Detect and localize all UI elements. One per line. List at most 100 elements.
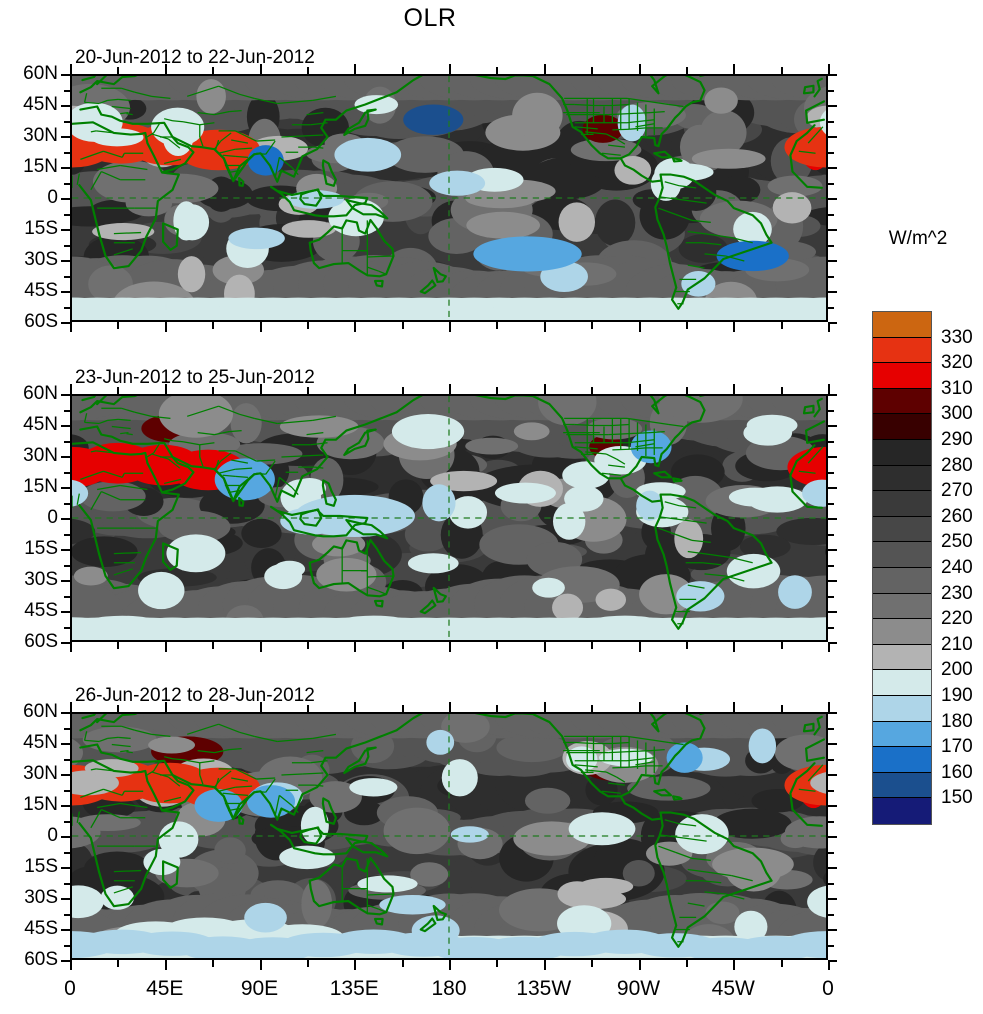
x-tick-0 xyxy=(828,322,830,332)
y-tick-minor xyxy=(64,471,70,474)
y-tick-label-30N: 30N xyxy=(23,125,58,146)
colorbar-band xyxy=(873,414,931,440)
x-tick-135W xyxy=(543,960,546,970)
x-tick-minor xyxy=(780,387,783,394)
x-tick-45W xyxy=(733,642,736,652)
x-tick-90E xyxy=(259,384,262,394)
colorbar-band xyxy=(873,312,931,338)
y-tick-45N xyxy=(828,105,837,107)
x-tick-90E xyxy=(259,322,262,332)
x-tick-135W xyxy=(543,64,546,74)
colorbar-band xyxy=(873,619,931,645)
y-tick-minor xyxy=(64,727,70,730)
y-tick-minor xyxy=(64,789,70,792)
map-canvas-2[interactable] xyxy=(70,394,828,642)
y-tick-minor xyxy=(828,440,834,443)
panel-title-3: 26-Jun-2012 to 28-Jun-2012 xyxy=(75,685,315,706)
y-tick-15S xyxy=(61,867,70,869)
y-tick-minor xyxy=(64,244,70,247)
x-tick-0 xyxy=(70,702,72,712)
x-tick-minor xyxy=(306,960,309,967)
colorbar-band xyxy=(873,388,931,415)
colorbar-tick-label-300: 300 xyxy=(941,403,973,425)
x-tick-90W xyxy=(638,384,641,394)
map-panel-1: 20-Jun-2012 to 22-Jun-2012 60N 45N 30N 15N 0… xyxy=(23,47,837,332)
x-tick-45W xyxy=(733,384,736,394)
colorbar-tick-label-190: 190 xyxy=(941,685,973,706)
y-tick-45N xyxy=(61,105,70,107)
y-tick-minor xyxy=(64,820,70,823)
x-tick-45E xyxy=(164,960,167,970)
y-tick-45S xyxy=(828,929,837,931)
y-tick-15N xyxy=(61,805,70,807)
y-tick-30N xyxy=(828,456,837,458)
y-tick-15N xyxy=(828,167,837,169)
x-tick-minor xyxy=(780,705,783,712)
y-tick-30N xyxy=(828,136,837,138)
x-tick-135E xyxy=(354,702,357,712)
x-tick-135E xyxy=(354,64,357,74)
y-tick-60N xyxy=(61,74,70,76)
y-tick-0 xyxy=(828,518,837,520)
colorbar-tick-label-320: 320 xyxy=(941,352,973,374)
y-tick-30S xyxy=(61,898,70,900)
x-tick-0 xyxy=(70,960,72,970)
y-tick-60N xyxy=(61,394,70,396)
x-tick-minor xyxy=(780,960,783,967)
y-tick-minor xyxy=(64,89,70,92)
x-tick-minor xyxy=(212,322,215,329)
colorbar-tick-label-260: 260 xyxy=(941,505,973,527)
x-tick-minor xyxy=(496,387,499,394)
x-tick-minor xyxy=(685,67,688,74)
page-title: OLR xyxy=(403,4,457,32)
y-tick-minor xyxy=(64,502,70,505)
y-tick-label-60S: 60S xyxy=(24,949,58,970)
y-tick-45N xyxy=(828,425,837,427)
x-tick-minor xyxy=(401,642,404,649)
x-tick-45E xyxy=(164,64,167,74)
x-tick-minor xyxy=(685,960,688,967)
y-tick-60N xyxy=(828,74,837,76)
y-tick-minor xyxy=(64,913,70,916)
colorbar-tick-label-280: 280 xyxy=(941,454,973,476)
colorbar-band xyxy=(873,568,931,594)
y-tick-minor xyxy=(828,213,834,216)
olr-field-2 xyxy=(72,396,826,640)
map-canvas-1[interactable] xyxy=(70,74,828,322)
y-tick-0 xyxy=(828,836,837,838)
y-tick-label-30S: 30S xyxy=(24,887,58,908)
y-tick-label-30N: 30N xyxy=(23,763,58,784)
x-tick-minor xyxy=(212,705,215,712)
y-tick-minor xyxy=(828,789,834,792)
y-tick-60N xyxy=(828,712,837,714)
colorbar-tick-label-310: 310 xyxy=(941,377,973,399)
x-axis: 0 45E 90E 135E 180 135W 90W 45W 0 xyxy=(64,962,834,1002)
x-tick-label-90W: 90W xyxy=(616,977,661,1000)
y-tick-minor xyxy=(828,151,834,154)
x-tick-minor xyxy=(117,322,120,329)
x-tick-label-0: 0 xyxy=(64,977,76,1000)
x-tick-0 xyxy=(70,64,72,74)
colorbar[interactable]: 330 320 310 300 290 280 270 260 250 240 230 220 210 2… xyxy=(872,311,973,825)
colorbar-tick-label-240: 240 xyxy=(941,557,973,578)
map-canvas-3[interactable] xyxy=(70,712,828,960)
x-tick-90W xyxy=(638,642,641,652)
y-tick-60S xyxy=(61,642,70,644)
x-tick-45W xyxy=(733,322,736,332)
y-tick-0 xyxy=(828,198,837,200)
y-tick-minor xyxy=(828,182,834,185)
y-tick-minor xyxy=(828,244,834,247)
x-tick-minor xyxy=(591,705,594,712)
x-tick-0 xyxy=(828,64,830,74)
x-tick-minor xyxy=(496,322,499,329)
x-tick-45E xyxy=(164,322,167,332)
y-tick-minor xyxy=(64,595,70,598)
y-tick-minor xyxy=(828,564,834,567)
colorbar-tick-label-230: 230 xyxy=(941,582,973,604)
olr-field-1 xyxy=(72,76,826,320)
y-tick-15S xyxy=(828,867,837,869)
x-tick-minor xyxy=(780,67,783,74)
x-tick-180 xyxy=(449,322,451,332)
y-tick-60N xyxy=(61,712,70,714)
y-tick-label-15N: 15N xyxy=(23,794,58,815)
